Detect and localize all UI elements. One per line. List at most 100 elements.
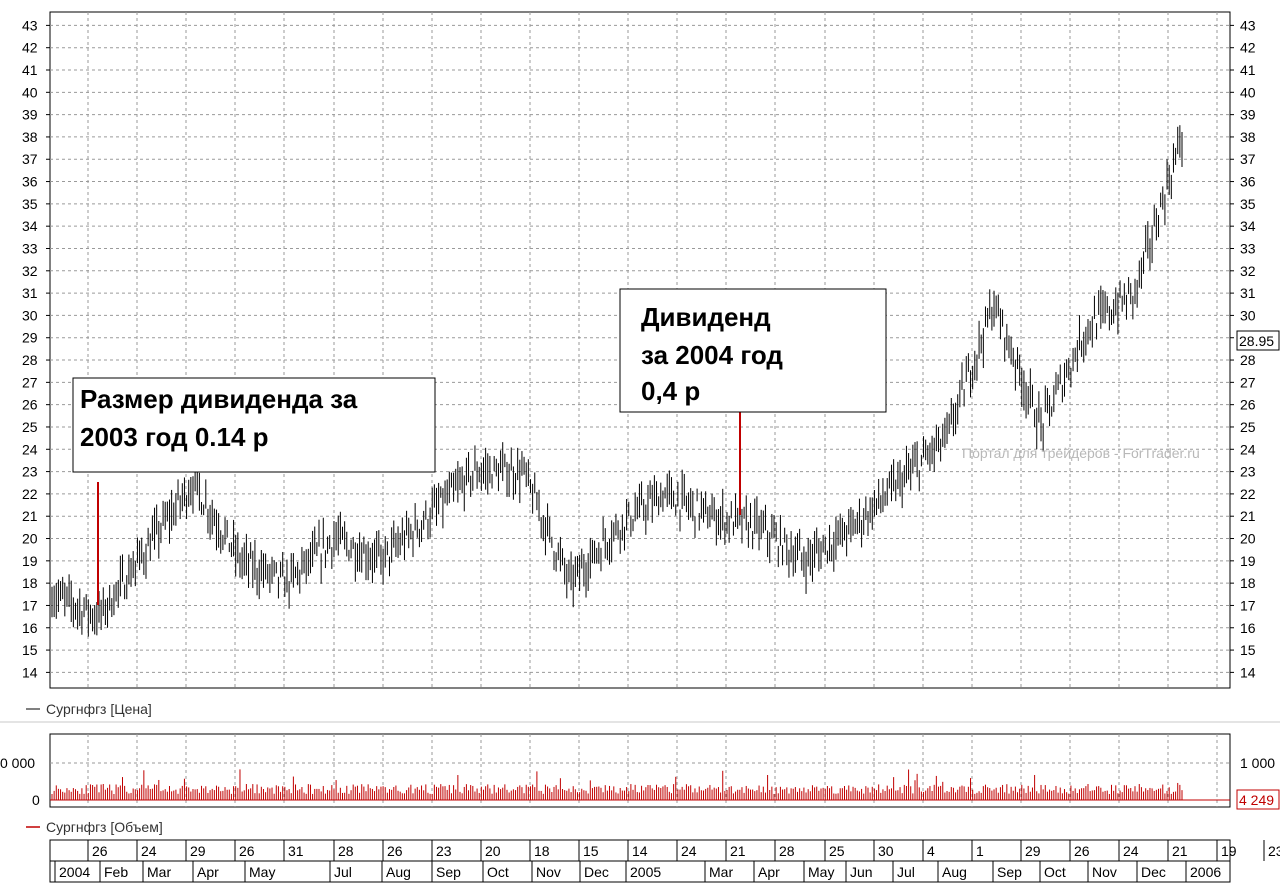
price-tick-left: 19 [22, 553, 38, 569]
price-tick-right: 24 [1240, 441, 1256, 457]
day-label: 30 [878, 843, 894, 859]
price-tick-right: 33 [1240, 240, 1256, 256]
month-labels: 2004 Feb Mar Apr May Jul Aug Sep Oct Nov Dec 2005 Ma… [54, 861, 1221, 882]
last-price-flag: 28.95 [1236, 330, 1280, 351]
month-label: May [808, 864, 834, 880]
price-axis-left: 14 15 16 17 18 19 20 21 22 23 24 25 26 27 28 29 30 31 32 33… [22, 17, 50, 680]
price-legend-label: Сургнфгз [Цена] [46, 701, 152, 717]
day-label: 23 [1268, 843, 1280, 859]
day-label: 4 [927, 843, 935, 859]
price-tick-right: 21 [1240, 508, 1256, 524]
month-label: Mar [709, 864, 733, 880]
price-tick-right: 43 [1240, 17, 1256, 33]
price-tick-left: 20 [22, 531, 38, 547]
price-tick-left: 21 [22, 508, 38, 524]
price-tick-right: 42 [1240, 40, 1256, 56]
price-tick-right: 23 [1240, 464, 1256, 480]
price-tick-left: 37 [22, 151, 38, 167]
day-label: 26 [239, 843, 255, 859]
annotation-2003-line1: Размер дивиденда за [80, 384, 358, 414]
day-label: 28 [779, 843, 795, 859]
price-tick-left: 42 [22, 40, 38, 56]
day-label: 15 [583, 843, 599, 859]
price-tick-left: 30 [22, 307, 38, 323]
price-tick-left: 16 [22, 620, 38, 636]
day-label: 26 [387, 843, 403, 859]
volume-axis-right-top: 1 000 [1240, 755, 1275, 771]
month-label: Sep [436, 864, 461, 880]
month-label: 2005 [630, 864, 661, 880]
annotation-2004-line2: за 2004 год [641, 340, 783, 370]
month-label: Aug [942, 864, 967, 880]
last-price-label: 28.95 [1239, 333, 1274, 349]
price-tick-left: 14 [22, 664, 38, 680]
month-label: Jul [897, 864, 915, 880]
annotation-2004-line3: 0,4 р [641, 376, 700, 406]
price-tick-right: 19 [1240, 553, 1256, 569]
day-labels: 26 24 29 26 31 28 26 23 20 18 15 14 24 21 28 25 30 4 1 29 26… [87, 840, 1280, 861]
price-tick-left: 31 [22, 285, 38, 301]
price-tick-right: 22 [1240, 486, 1256, 502]
price-series [51, 125, 1183, 637]
price-tick-right: 15 [1240, 642, 1256, 658]
month-label: Nov [536, 864, 561, 880]
month-label: Mar [147, 864, 171, 880]
day-label: 1 [976, 843, 984, 859]
day-label: 24 [681, 843, 697, 859]
annotation-2003-line2: 2003 год 0.14 р [80, 422, 269, 452]
month-label: Feb [104, 864, 128, 880]
price-tick-left: 34 [22, 218, 38, 234]
day-label: 20 [485, 843, 501, 859]
price-tick-right: 16 [1240, 620, 1256, 636]
month-label: Apr [197, 864, 219, 880]
day-label: 28 [338, 843, 354, 859]
month-label: Sep [997, 864, 1022, 880]
day-label: 26 [92, 843, 108, 859]
day-label: 24 [141, 843, 157, 859]
annotation-2004-line1: Дивиденд [641, 302, 771, 332]
month-label: Oct [1044, 864, 1066, 880]
price-tick-right: 30 [1240, 307, 1256, 323]
price-tick-left: 18 [22, 575, 38, 591]
price-tick-right: 39 [1240, 107, 1256, 123]
month-label: Jun [850, 864, 873, 880]
price-tick-right: 18 [1240, 575, 1256, 591]
volume-axis-left-zero: 0 [32, 792, 40, 808]
price-tick-left: 38 [22, 129, 38, 145]
month-label: Jul [334, 864, 352, 880]
price-tick-right: 34 [1240, 218, 1256, 234]
price-tick-right: 27 [1240, 374, 1256, 390]
date-axis: 26 24 29 26 31 28 26 23 20 18 15 14 24 21 28 25 30 4 1 29 26… [49, 839, 1280, 883]
price-tick-left: 23 [22, 464, 38, 480]
price-tick-right: 35 [1240, 196, 1256, 212]
price-tick-left: 40 [22, 84, 38, 100]
price-tick-left: 26 [22, 397, 38, 413]
price-tick-right: 28 [1240, 352, 1256, 368]
month-label: Dec [584, 864, 609, 880]
price-tick-right: 20 [1240, 531, 1256, 547]
price-tick-left: 41 [22, 62, 38, 78]
month-label: May [249, 864, 275, 880]
month-label: Aug [386, 864, 411, 880]
volume-legend-label: Сургнфгз [Объем] [46, 819, 163, 835]
price-tick-left: 39 [22, 107, 38, 123]
price-tick-right: 17 [1240, 597, 1256, 613]
price-tick-left: 22 [22, 486, 38, 502]
price-tick-right: 41 [1240, 62, 1256, 78]
price-tick-left: 28 [22, 352, 38, 368]
day-label: 18 [534, 843, 550, 859]
day-label: 25 [829, 843, 845, 859]
month-label: Apr [758, 864, 780, 880]
annotation-dividend-2003: Размер дивиденда за 2003 год 0.14 р [72, 377, 436, 473]
price-tick-left: 25 [22, 419, 38, 435]
day-label: 31 [288, 843, 304, 859]
price-tick-right: 26 [1240, 397, 1256, 413]
month-label: Dec [1141, 864, 1166, 880]
price-tick-left: 43 [22, 17, 38, 33]
day-label: 23 [436, 843, 452, 859]
price-tick-left: 15 [22, 642, 38, 658]
month-label: 2006 [1190, 864, 1221, 880]
price-tick-right: 36 [1240, 174, 1256, 190]
price-tick-right: 31 [1240, 285, 1256, 301]
